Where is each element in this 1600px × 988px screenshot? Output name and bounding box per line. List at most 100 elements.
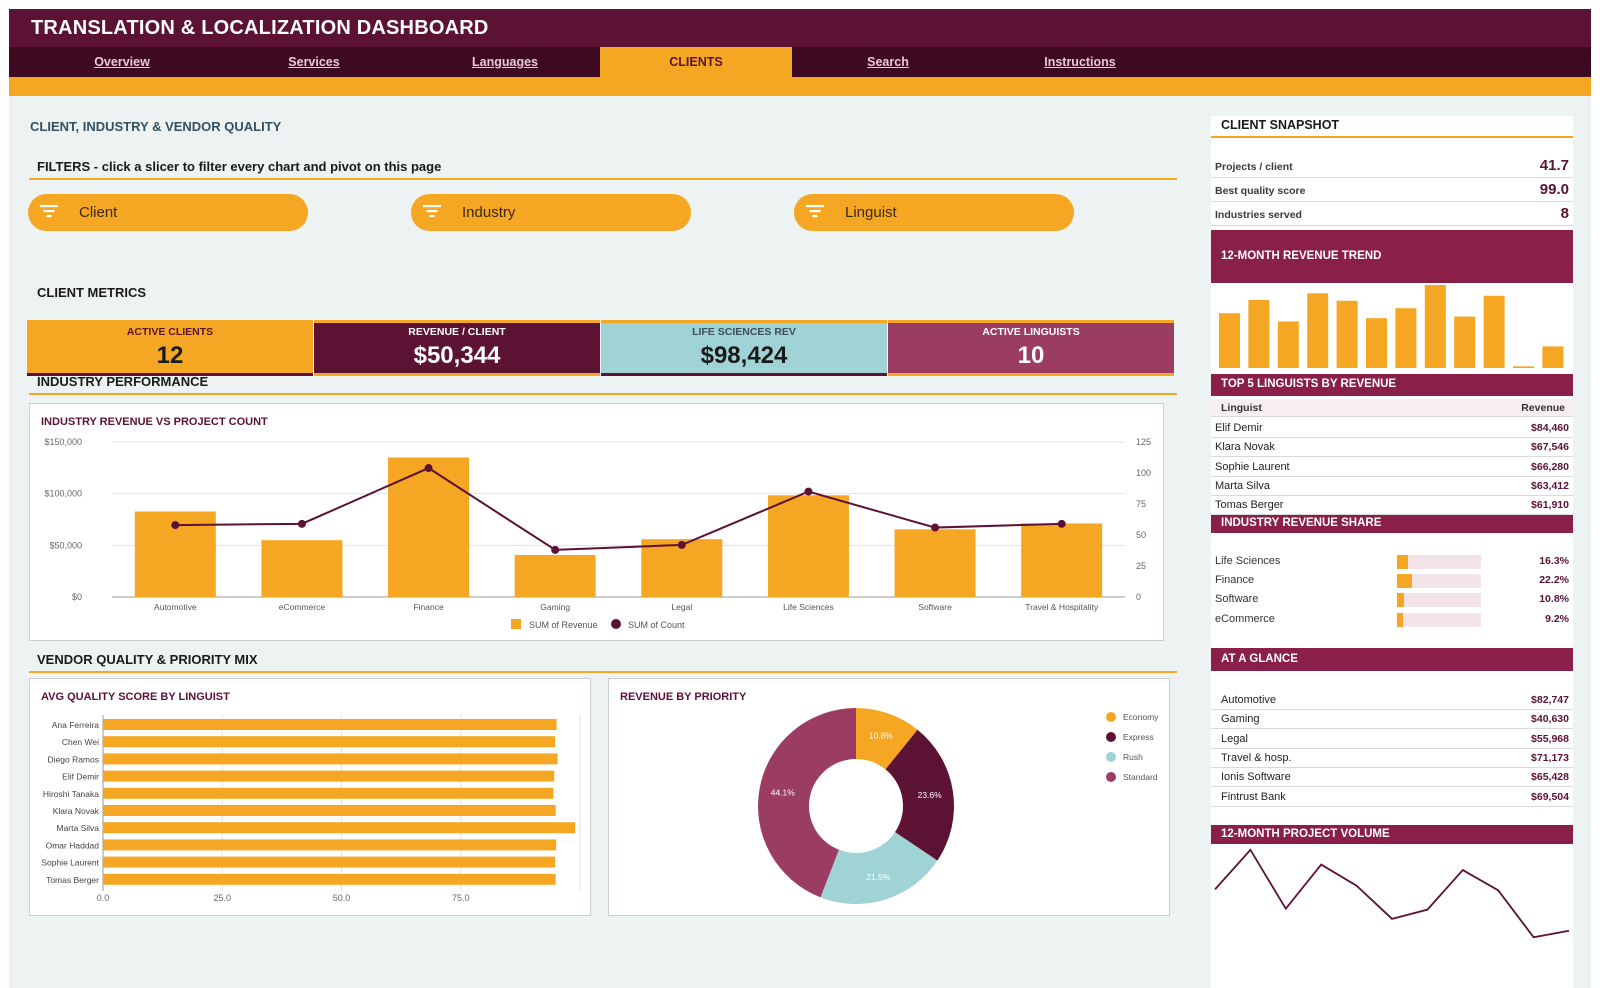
snapshot-value: 8 xyxy=(1560,205,1569,222)
linguist-revenue: $61,910 xyxy=(1531,499,1569,512)
count-point xyxy=(931,523,940,532)
vendor-quality-rule xyxy=(29,671,1177,673)
page-heading: CLIENT, INDUSTRY & VENDOR QUALITY xyxy=(30,119,282,134)
quality-bar xyxy=(103,736,556,748)
quality-bar xyxy=(103,770,555,782)
filters-rule xyxy=(29,178,1177,180)
share-industry-name: Life Sciences xyxy=(1215,555,1281,567)
count-point xyxy=(1057,519,1066,528)
glance-label: Automotive xyxy=(1221,694,1277,706)
top-linguists-header-row: Linguist Revenue xyxy=(1211,399,1573,417)
glance-value: $40,630 xyxy=(1531,713,1569,726)
legend-rush-label: Rush xyxy=(1123,752,1143,762)
count-point xyxy=(804,487,813,496)
snapshot-rule xyxy=(1211,136,1573,138)
glance-row-ionis-software: Ionis Software $65,428 xyxy=(1211,767,1573,788)
tab-languages[interactable]: Languages xyxy=(472,55,538,69)
glance-value: $71,173 xyxy=(1531,751,1569,764)
linguist-name: Elif Demir xyxy=(1215,422,1263,434)
legend-count-swatch xyxy=(611,619,621,629)
tab-bar: Overview Services Languages CLIENTS Search In… xyxy=(9,47,1591,77)
industry-chart-panel: INDUSTRY REVENUE VS PROJECT COUNT $0 $50,… xyxy=(29,403,1164,641)
linguist-name: Tomas Berger xyxy=(1215,499,1284,512)
kpi-life-sciences-rev: LIFE SCIENCES REV $98,424 xyxy=(601,320,887,376)
linguist-row: Tomas Berger $61,910 xyxy=(1211,495,1573,516)
filters-heading: FILTERS - click a slicer to filter every… xyxy=(37,159,442,174)
snapshot-label: Industries served xyxy=(1215,209,1302,221)
linguist-revenue: $84,460 xyxy=(1531,422,1569,434)
category-label: Life Sciences xyxy=(783,602,834,612)
glance-value: $65,428 xyxy=(1531,771,1569,784)
category-label: Legal xyxy=(671,602,692,612)
linguist-slicer[interactable]: Linguist xyxy=(794,194,1074,231)
tab-overview[interactable]: Overview xyxy=(94,55,150,69)
project-volume-heading: 12-MONTH PROJECT VOLUME xyxy=(1211,825,1573,844)
share-bar-track xyxy=(1397,593,1481,608)
linguist-name: Klara Novak xyxy=(1215,441,1275,454)
linguist-revenue: $67,546 xyxy=(1531,441,1569,454)
client-slicer-label: Client xyxy=(79,204,118,221)
tab-instructions[interactable]: Instructions xyxy=(1044,55,1116,69)
project-volume-chart xyxy=(1214,848,1570,939)
vendor-quality-heading: VENDOR QUALITY & PRIORITY MIX xyxy=(37,652,258,667)
quality-bar xyxy=(103,856,556,868)
legend-count-label: SUM of Count xyxy=(628,620,685,630)
industry-slicer[interactable]: Industry xyxy=(411,194,691,231)
kpi-value: 12 xyxy=(156,342,184,369)
tab-search[interactable]: Search xyxy=(867,55,909,69)
glance-label: Fintrust Bank xyxy=(1221,790,1286,803)
share-industry-name: Software xyxy=(1215,593,1259,606)
trend-bar xyxy=(1513,366,1534,368)
quality-bar xyxy=(103,822,576,834)
glance-label: Gaming xyxy=(1221,713,1260,726)
revenue-bar xyxy=(514,555,596,597)
filter-icon xyxy=(806,205,824,224)
quality-axis-tick: 0.0 xyxy=(97,893,110,903)
share-value: 10.8% xyxy=(1539,593,1569,606)
kpi-value: $98,424 xyxy=(700,342,788,369)
quality-chart-panel: AVG QUALITY SCORE BY LINGUIST 0.0 25.0 50.… xyxy=(29,678,591,916)
app-title: TRANSLATION & LOCALIZATION DASHBOARD xyxy=(31,17,489,39)
share-bar-fill xyxy=(1397,612,1404,627)
trend-bar xyxy=(1307,293,1329,368)
share-value: 9.2% xyxy=(1545,612,1569,625)
count-point xyxy=(551,545,560,554)
legend-economy-label: Economy xyxy=(1123,712,1159,722)
quality-bar xyxy=(103,873,556,885)
kpi-active-linguists: ACTIVE LINGUISTS 10 xyxy=(888,320,1174,376)
quality-axis-tick: 75.0 xyxy=(452,893,470,903)
tab-clients[interactable]: CLIENTS xyxy=(600,47,792,77)
linguist-label: Diego Ramos xyxy=(48,754,100,764)
quality-chart-title: AVG QUALITY SCORE BY LINGUIST xyxy=(41,691,230,703)
left-axis-tick: $100,000 xyxy=(44,489,82,499)
linguist-label: Tomas Berger xyxy=(46,875,99,885)
share-bar-fill xyxy=(1397,574,1412,589)
linguist-label: Hiroshi Tanaka xyxy=(43,789,99,799)
glance-row-automotive: Automotive $82,747 xyxy=(1211,690,1573,710)
revenue-bar xyxy=(388,457,470,597)
trend-bar xyxy=(1336,300,1358,368)
linguist-label: Marta Silva xyxy=(56,823,99,833)
share-bar-fill xyxy=(1397,555,1408,569)
glance-row-fintrust-bank: Fintrust Bank $69,504 xyxy=(1211,787,1573,807)
share-row-ecommerce: eCommerce 9.2% xyxy=(1211,610,1573,629)
filter-icon xyxy=(40,205,58,224)
linguist-column-header: Linguist xyxy=(1221,402,1262,414)
kpi-label: ACTIVE LINGUISTS xyxy=(982,326,1080,338)
count-point xyxy=(424,464,433,473)
quality-bar xyxy=(103,805,556,816)
linguist-label: Klara Novak xyxy=(53,806,100,816)
trend-bar xyxy=(1542,346,1564,368)
tab-services[interactable]: Services xyxy=(288,55,340,69)
kpi-label: LIFE SCIENCES REV xyxy=(692,326,796,338)
left-axis-tick: $0 xyxy=(72,592,82,602)
kpi-active-clients: ACTIVE CLIENTS 12 xyxy=(27,320,313,376)
legend-rush-swatch xyxy=(1106,752,1116,762)
revenue-by-priority-chart: 10.8% Economy 23.6% Express 21.5% Rush 44.1% St… xyxy=(758,708,1159,904)
category-label: eCommerce xyxy=(279,602,326,612)
client-slicer[interactable]: Client xyxy=(28,194,308,231)
share-value: 16.3% xyxy=(1539,555,1569,567)
linguist-label: Elif Demir xyxy=(62,772,99,782)
snapshot-value: 41.7 xyxy=(1539,157,1569,174)
share-row-life-sciences: Life Sciences 16.3% xyxy=(1211,552,1573,571)
